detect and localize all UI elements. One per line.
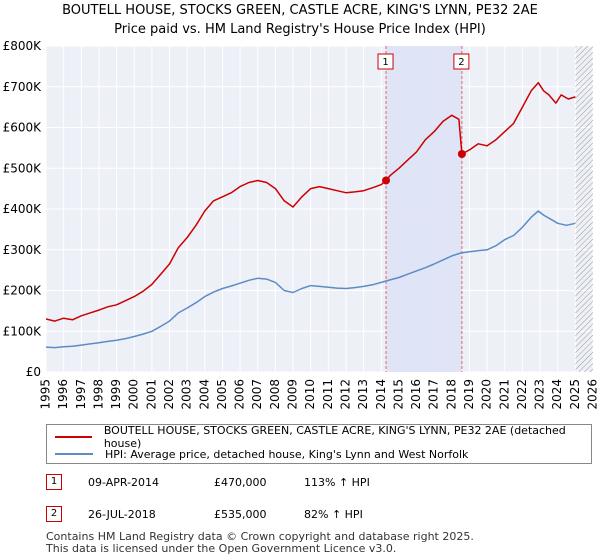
property-series-line (46, 81, 576, 322)
sale-date: 09-APR-2014 (88, 476, 160, 489)
chart-title: BOUTELL HOUSE, STOCKS GREEN, CASTLE ACRE… (62, 3, 538, 18)
sale-label-box (453, 53, 470, 70)
y-tick-label: £300K (3, 243, 43, 257)
price-chart: 1 2 £0 £100K £200K £300K £400K £500K £600K £700K… (3, 39, 600, 410)
legend-swatch-blue (55, 453, 93, 455)
x-tick-label: 2022 (515, 379, 529, 410)
x-tick-label: 2012 (338, 379, 352, 410)
shaded-period (386, 46, 462, 372)
y-tick-label: £400K (3, 202, 43, 216)
x-tick-label: 2026 (586, 379, 600, 410)
x-tick-label: 2013 (356, 379, 370, 410)
x-tick-label: 2004 (197, 379, 211, 410)
footer-notice: Contains HM Land Registry data © Crown c… (46, 531, 474, 555)
y-tick-label: £100K (3, 324, 43, 338)
x-tick-label: 2003 (180, 379, 194, 410)
y-tick-label: £800K (3, 39, 43, 53)
future-hatch (575, 46, 593, 372)
x-tick-label: 2008 (268, 379, 282, 410)
x-tick-label: 2024 (550, 379, 564, 410)
x-tick-label: 1999 (109, 379, 123, 410)
x-tick-label: 1995 (39, 379, 53, 410)
x-tick-label: 1997 (74, 379, 88, 410)
x-tick-label: 2017 (427, 379, 441, 410)
x-tick-label: 2025 (568, 379, 582, 410)
hpi-series-line (46, 210, 576, 349)
x-tick-label: 1996 (56, 379, 70, 410)
x-tick-label: 2023 (533, 379, 547, 410)
sale-date: 26-JUL-2018 (88, 508, 156, 521)
x-tick-label: 2007 (250, 379, 264, 410)
legend-label-hpi: HPI: Average price, detached house, King… (105, 447, 469, 461)
chart-subtitle: Price paid vs. HM Land Registry's House … (114, 22, 486, 37)
sale-label-box (377, 53, 394, 70)
sale-hpi-change: 82% ↑ HPI (304, 508, 363, 521)
x-tick-label: 2005 (215, 379, 229, 410)
sale-price: £470,000 (214, 476, 267, 489)
x-tick-label: 1998 (91, 379, 105, 410)
legend-label-property: BOUTELL HOUSE, STOCKS GREEN, CASTLE ACRE… (103, 424, 566, 450)
legend-item-hpi: HPI: Average price, detached house, King… (55, 446, 468, 462)
legend: BOUTELL HOUSE, STOCKS GREEN, CASTLE ACRE… (46, 424, 592, 464)
x-tick-label: 2002 (162, 379, 176, 410)
x-tick-label: 2000 (127, 379, 141, 410)
sale-marker-label: 2 (46, 506, 62, 522)
x-tick-label: 2009 (286, 379, 300, 410)
y-tick-label: £700K (3, 80, 43, 94)
sale-price: £535,000 (214, 508, 267, 521)
y-tick-label: £200K (3, 284, 43, 298)
x-tick-label: 2018 (444, 379, 458, 410)
sale-point (382, 176, 391, 185)
sale-label-text: 1 (382, 57, 388, 68)
sale-point (457, 149, 466, 158)
y-tick-label: £600K (3, 121, 43, 135)
footer-line-1: Contains HM Land Registry data © Crown c… (46, 530, 474, 543)
x-tick-label: 2001 (144, 379, 158, 410)
legend-item-property: BOUTELL HOUSE, STOCKS GREEN, CASTLE ACRE… (55, 424, 591, 450)
x-tick-label: 2016 (409, 379, 423, 410)
sale-marker-label: 1 (46, 474, 62, 490)
sale-hpi-change: 113% ↑ HPI (304, 476, 370, 489)
x-tick-label: 2019 (462, 379, 476, 410)
y-tick-label: £500K (3, 161, 43, 175)
legend-swatch-red (55, 436, 92, 438)
x-tick-label: 2010 (303, 379, 317, 410)
footer-line-2: This data is licensed under the Open Gov… (46, 542, 397, 555)
x-tick-label: 2015 (391, 379, 405, 410)
x-tick-label: 2021 (497, 379, 511, 410)
x-tick-label: 2006 (233, 379, 247, 410)
sale-label-text: 2 (458, 57, 464, 68)
x-tick-label: 2011 (321, 379, 335, 410)
y-tick-label: £0 (26, 365, 41, 379)
x-tick-label: 2014 (374, 379, 388, 410)
x-tick-label: 2020 (480, 379, 494, 410)
